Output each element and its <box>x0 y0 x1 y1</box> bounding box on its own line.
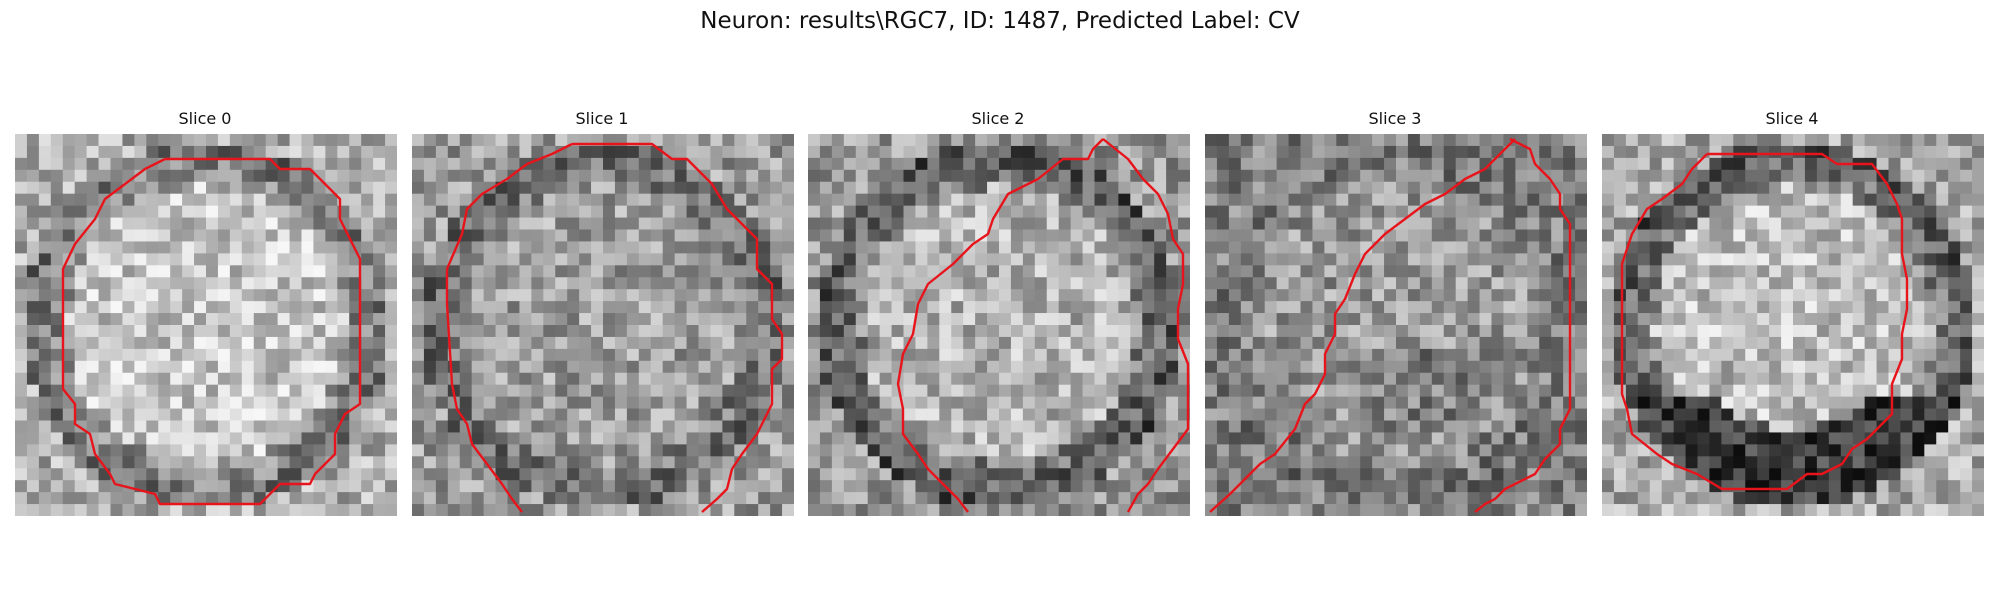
contour-line <box>896 138 1104 513</box>
slice-image <box>15 134 397 516</box>
slice-title: Slice 3 <box>1368 109 1422 128</box>
contour-line <box>1620 152 1909 491</box>
slice-title: Slice 1 <box>575 109 629 128</box>
slice-title: Slice 2 <box>971 109 1025 128</box>
slice-image <box>808 134 1190 516</box>
slice-image <box>1602 134 1984 516</box>
slice-title: Slice 0 <box>178 109 232 128</box>
contour-line <box>1474 137 1572 513</box>
slice-panel-3: Slice 3 <box>1205 108 1587 516</box>
slice-panel-1: Slice 1 <box>412 108 794 516</box>
contour-line <box>1102 138 1190 513</box>
contour-line <box>445 142 573 513</box>
figure-title: Neuron: results\RGC7, ID: 1487, Predicte… <box>700 8 1300 34</box>
slice-panel-2: Slice 2 <box>808 108 1190 516</box>
slice-image <box>1205 134 1587 516</box>
slice-title: Slice 4 <box>1765 109 1819 128</box>
contour-line <box>1209 138 1516 513</box>
contour-line <box>572 142 784 513</box>
slice-panel-4: Slice 4 <box>1602 108 1984 516</box>
slice-image <box>412 134 794 516</box>
slice-panel-0: Slice 0 <box>15 108 397 516</box>
contour-line <box>61 157 362 506</box>
